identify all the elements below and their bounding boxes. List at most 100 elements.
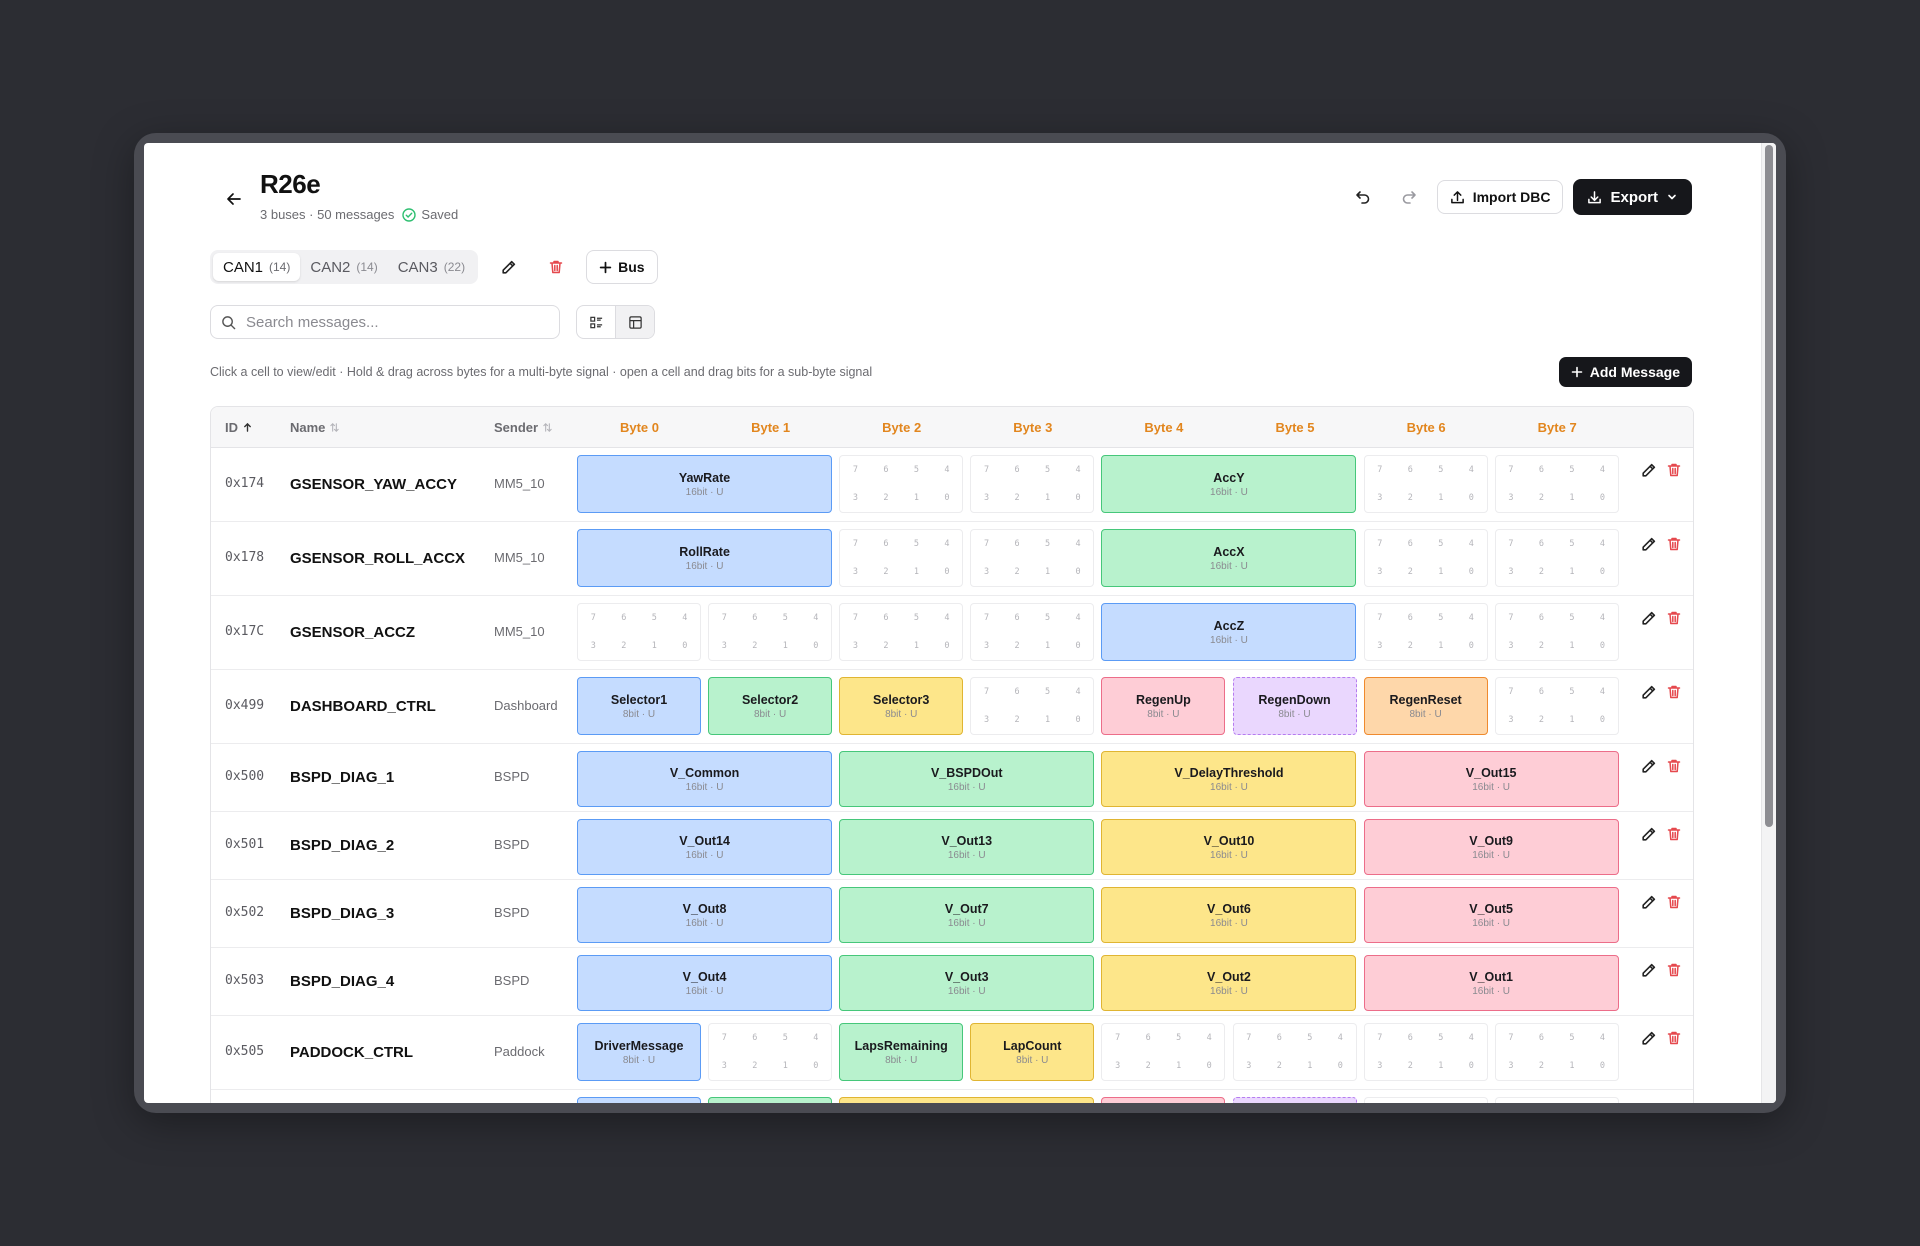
edit-message-button[interactable] xyxy=(1637,823,1659,845)
signal-block[interactable]: V_Out4 16bit · U xyxy=(577,955,833,1011)
scrollbar-thumb[interactable] xyxy=(1765,145,1773,827)
signal-block[interactable]: V_Out2 16bit · U xyxy=(1101,955,1357,1011)
add-bus-button[interactable]: Bus xyxy=(586,250,658,284)
tab-can2[interactable]: CAN2 (14) xyxy=(300,253,387,281)
signal-block[interactable] xyxy=(1101,1097,1226,1103)
signal-block[interactable]: V_Out7 16bit · U xyxy=(839,887,1095,943)
signal-block[interactable]: Selector3 8bit · U xyxy=(839,677,964,735)
edit-message-button[interactable] xyxy=(1637,533,1659,555)
column-id[interactable]: ID xyxy=(225,407,253,447)
edit-bus-button[interactable] xyxy=(490,249,526,285)
delete-message-button[interactable] xyxy=(1663,755,1685,777)
table-row[interactable]: 0x500 BSPD_DIAG_1 BSPD V_Common 16bit · U V_B… xyxy=(211,744,1693,812)
tab-can1[interactable]: CAN1 (14) xyxy=(213,253,301,281)
table-row[interactable]: 0x174 GSENSOR_YAW_ACCY MM5_10 7 6 5 4 3 2 1 0 7 6 5 4 3… xyxy=(211,448,1693,522)
signal-block[interactable] xyxy=(577,1097,701,1103)
signal-block[interactable]: V_Out1 16bit · U xyxy=(1363,955,1619,1011)
grid-view-button[interactable] xyxy=(615,306,654,338)
signal-block[interactable]: V_BSPDOut 16bit · U xyxy=(839,751,1095,807)
vertical-scrollbar[interactable] xyxy=(1761,143,1776,1103)
undo-button[interactable] xyxy=(1345,179,1381,215)
signal-block[interactable]: V_Common 16bit · U xyxy=(577,751,833,807)
delete-message-button[interactable] xyxy=(1663,533,1685,555)
signal-block[interactable]: V_Out9 16bit · U xyxy=(1363,819,1619,875)
signal-block[interactable]: V_Out13 16bit · U xyxy=(839,819,1095,875)
export-button[interactable]: Export xyxy=(1573,179,1692,215)
signal-block[interactable]: V_Out14 16bit · U xyxy=(577,819,833,875)
delete-message-button[interactable] xyxy=(1663,1027,1685,1049)
redo-button[interactable] xyxy=(1391,179,1427,215)
delete-message-button[interactable] xyxy=(1663,891,1685,913)
signal-block[interactable] xyxy=(1232,1097,1357,1103)
edit-message-button[interactable] xyxy=(1637,891,1659,913)
delete-message-button[interactable] xyxy=(1663,1101,1685,1103)
delete-message-button[interactable] xyxy=(1663,607,1685,629)
edit-message-button[interactable] xyxy=(1637,681,1659,703)
signal-block[interactable]: Selector1 8bit · U xyxy=(577,677,701,735)
table-row[interactable]: 0x503 BSPD_DIAG_4 BSPD V_Out4 16bit · U V_Out… xyxy=(211,948,1693,1016)
signal-block[interactable]: V_DelayThreshold 16bit · U xyxy=(1101,751,1357,807)
signal-block[interactable]: V_Out8 16bit · U xyxy=(577,887,833,943)
delete-bus-button[interactable] xyxy=(538,249,574,285)
delete-message-button[interactable] xyxy=(1663,459,1685,481)
list-view-button[interactable] xyxy=(577,306,615,338)
back-button[interactable] xyxy=(218,183,250,215)
table-row[interactable]: 0x17C GSENSOR_ACCZ MM5_10 7 6 5 4 3 2 1 0 7 6 5 4 3 2 1 0 7… xyxy=(211,596,1693,670)
table-row[interactable]: 0x502 BSPD_DIAG_3 BSPD V_Out8 16bit · U V_Out… xyxy=(211,880,1693,948)
signal-block[interactable]: RegenReset 8bit · U xyxy=(1363,677,1488,735)
signal-block[interactable]: V_Out10 16bit · U xyxy=(1101,819,1357,875)
signal-block[interactable]: RegenDown 8bit · U xyxy=(1232,677,1357,735)
signal-block[interactable]: RegenUp 8bit · U xyxy=(1101,677,1226,735)
delete-message-button[interactable] xyxy=(1663,823,1685,845)
edit-message-button[interactable] xyxy=(1637,607,1659,629)
edit-message-button[interactable] xyxy=(1637,755,1659,777)
delete-message-button[interactable] xyxy=(1663,959,1685,981)
column-sender[interactable]: Sender xyxy=(494,407,553,447)
signal-block[interactable]: AccZ 16bit · U xyxy=(1101,603,1357,661)
table-row[interactable]: 0x499 DASHBOARD_CTRL Dashboard 7 6 5 4 3 2 1 0 7 6 5 4… xyxy=(211,670,1693,744)
edit-message-button[interactable] xyxy=(1637,1101,1659,1103)
signal-block[interactable]: Selector2 8bit · U xyxy=(708,677,833,735)
tab-can3[interactable]: CAN3 (22) xyxy=(388,253,475,281)
signal-block[interactable]: YawRate 16bit · U xyxy=(577,455,833,513)
delete-message-button[interactable] xyxy=(1663,681,1685,703)
signal-block[interactable] xyxy=(839,1097,1095,1103)
edit-message-button[interactable] xyxy=(1637,959,1659,981)
signal-block[interactable]: V_Out5 16bit · U xyxy=(1363,887,1619,943)
signal-block[interactable]: V_Out15 16bit · U xyxy=(1363,751,1619,807)
table-row[interactable]: 0x505 PADDOCK_CTRL Paddock 7 6 5 4 3 2 1 0 7 6 5 4 3 2 1 0… xyxy=(211,1016,1693,1090)
signal-block[interactable]: LapsRemaining 8bit · U xyxy=(839,1023,964,1081)
signal-block[interactable]: AccX 16bit · U xyxy=(1101,529,1357,587)
import-dbc-button[interactable]: Import DBC xyxy=(1436,180,1564,214)
signal-block[interactable] xyxy=(708,1097,833,1103)
signal-block[interactable]: DriverMessage 8bit · U xyxy=(577,1023,701,1081)
table-row[interactable]: 0x501 BSPD_DIAG_2 BSPD V_Out14 16bit · U V_Ou… xyxy=(211,812,1693,880)
signal-block[interactable]: V_Out3 16bit · U xyxy=(839,955,1095,1011)
edit-message-button[interactable] xyxy=(1637,459,1659,481)
signal-block[interactable]: AccY 16bit · U xyxy=(1101,455,1357,513)
column-name[interactable]: Name xyxy=(290,407,340,447)
signal-block[interactable]: LapCount 8bit · U xyxy=(970,1023,1095,1081)
